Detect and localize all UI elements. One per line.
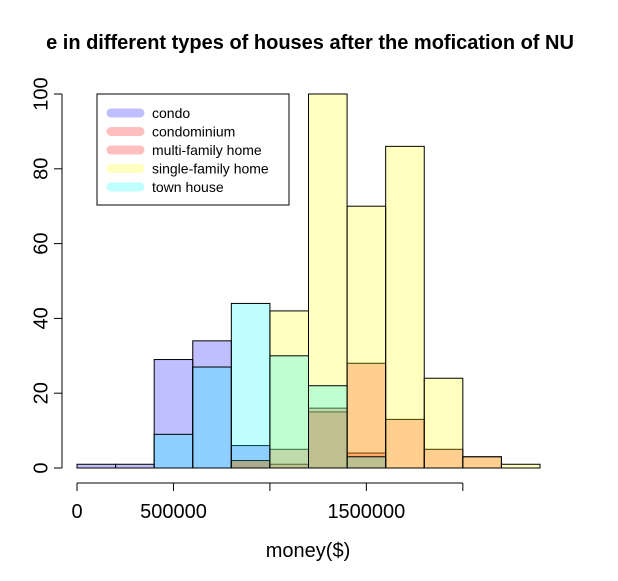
bar-single-family-home-9 xyxy=(423,377,464,469)
bar-town-house-5 xyxy=(269,355,309,469)
bar-single-family-home-5 xyxy=(269,310,309,469)
legend-label-condominium: condominium xyxy=(152,124,235,140)
bar-single-family-home-8 xyxy=(385,145,425,469)
bar-town-house-4 xyxy=(230,302,271,469)
bar-single-family-home-7 xyxy=(346,205,387,469)
bar-condo-0 xyxy=(76,463,117,469)
legend-label-single-family-home: single-family home xyxy=(152,161,269,177)
legend-label-condo: condo xyxy=(152,105,190,121)
axes-layer: 0 20 40 60 80 100 0 500000 1500000 xyxy=(30,77,464,523)
y-tick-label-100: 100 xyxy=(30,77,52,110)
bar-condo-2 xyxy=(153,359,194,469)
x-tick-label-500000: 500000 xyxy=(140,501,207,523)
bar-town-house-3 xyxy=(192,366,232,469)
legend-label-multi-family-home: multi-family home xyxy=(152,142,262,158)
x-axis-label: money($) xyxy=(266,540,350,562)
bar-single-family-home-6 xyxy=(308,93,348,469)
bar-town-house-6 xyxy=(308,385,348,469)
y-tick-label-0: 0 xyxy=(30,462,52,473)
bar-town-house-7 xyxy=(346,456,387,469)
legend: condo condominium multi-family home single-… xyxy=(96,93,290,206)
bar-single-family-home-10 xyxy=(462,456,502,469)
y-tick-label-80: 80 xyxy=(30,158,52,180)
x-tick-label-1500000: 1500000 xyxy=(327,501,405,523)
y-tick-label-40: 40 xyxy=(30,307,52,329)
y-tick-label-60: 60 xyxy=(30,232,52,254)
legend-box xyxy=(96,93,290,206)
bar-multi-family-home-8 xyxy=(385,418,425,469)
y-tick-label-20: 20 xyxy=(30,382,52,404)
bar-town-house-2 xyxy=(153,433,194,469)
bars-layer xyxy=(76,93,541,469)
x-tick-label-0: 0 xyxy=(71,501,82,523)
bar-single-family-home-11 xyxy=(500,463,541,469)
legend-label-town-house: town house xyxy=(152,179,224,195)
bar-condo-1 xyxy=(115,463,155,469)
chart-title: e in different types of houses after the… xyxy=(46,32,574,54)
